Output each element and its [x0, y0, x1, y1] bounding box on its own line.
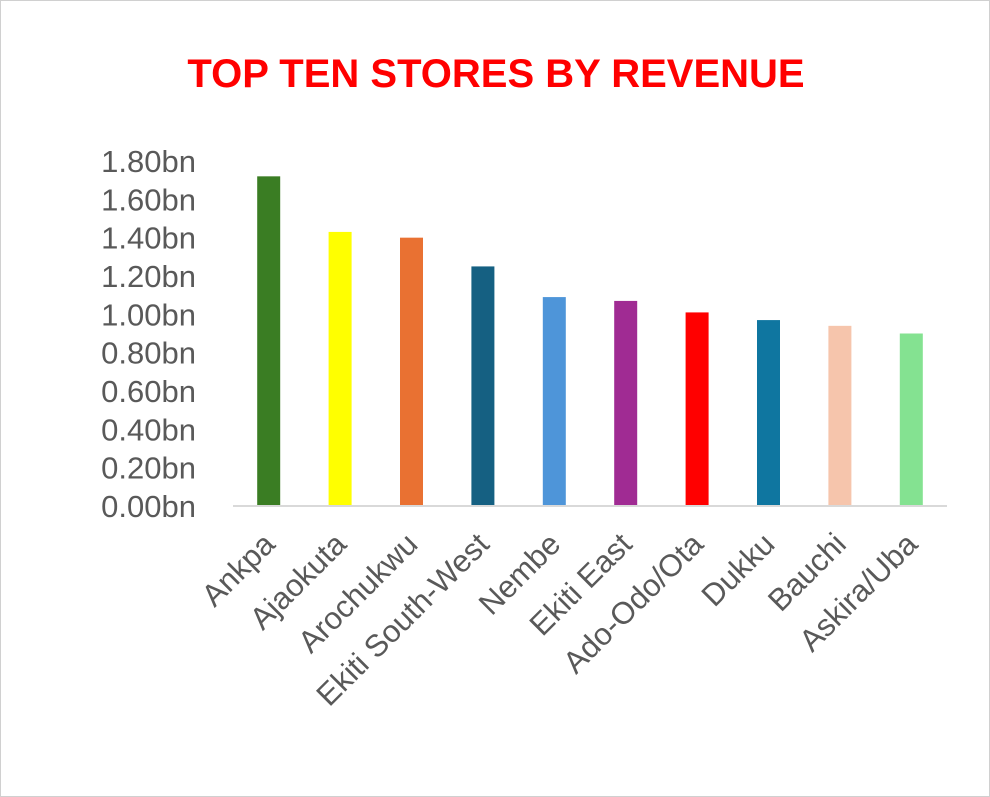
y-tick-label: 1.20bn: [101, 259, 196, 294]
y-tick-label: 0.00bn: [101, 489, 196, 524]
bars: [257, 176, 923, 507]
bar-dukku: [757, 320, 780, 506]
y-tick-label: 1.60bn: [101, 182, 196, 217]
bar-askira-uba: [899, 333, 923, 506]
y-tick-label: 0.20bn: [101, 451, 196, 486]
bar-ekiti-south-west: [471, 266, 495, 506]
bar-ado-odo-ota: [685, 312, 709, 506]
bar-nembe: [542, 297, 566, 506]
bar-ankpa: [257, 176, 281, 507]
bar-bauchi: [828, 325, 852, 506]
bar-arochukwu: [400, 237, 423, 506]
y-tick-label: 0.40bn: [101, 412, 196, 447]
y-tick-label: 1.00bn: [101, 297, 196, 332]
y-tick-label: 1.80bn: [101, 144, 196, 179]
bar-ajaokuta: [328, 231, 352, 506]
y-tick-label: 0.80bn: [101, 336, 196, 371]
chart-title: TOP TEN STORES BY REVENUE: [187, 52, 804, 96]
y-tick-label: 1.40bn: [101, 221, 196, 256]
bar-ekiti-east: [614, 300, 638, 506]
y-tick-label: 0.60bn: [101, 374, 196, 409]
